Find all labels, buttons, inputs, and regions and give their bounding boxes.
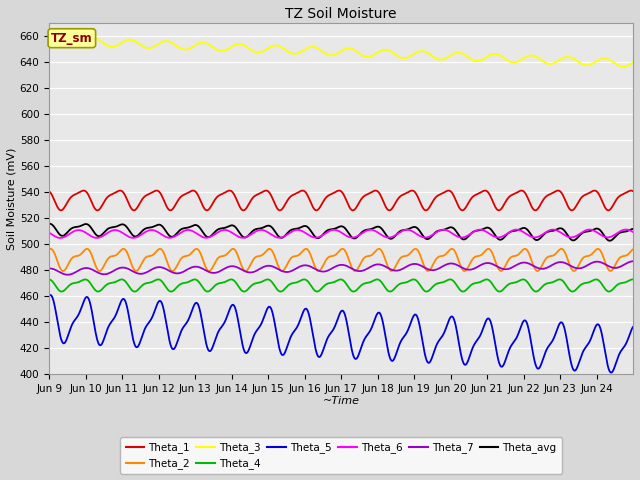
Theta_2 [314,268,321,274]
Line: Theta_3: Theta_3 [49,37,633,67]
Theta_6 [330,227,337,233]
Theta_7 [506,266,513,272]
Line: Theta_6: Theta_6 [49,229,633,238]
Theta_7 [612,265,620,271]
Theta_3 [53,34,61,40]
Theta_7 [64,272,72,277]
Theta_7 [76,267,83,273]
Theta_5 [506,347,513,352]
Theta_avg [330,226,337,232]
Theta_5 [47,292,54,298]
Theta_6 [629,229,637,235]
Theta_3 [45,37,53,43]
Theta_avg [629,226,637,232]
Line: Theta_2: Theta_2 [49,249,633,271]
Theta_7 [612,265,620,271]
Theta_2 [448,246,456,252]
Theta_4 [386,288,394,294]
Theta_3 [506,59,513,64]
Theta_2 [329,253,337,259]
Theta_4 [613,282,621,288]
Theta_4 [330,279,337,285]
Legend: Theta_1, Theta_2, Theta_3, Theta_4, Theta_5, Theta_6, Theta_7, Theta_avg: Theta_1, Theta_2, Theta_3, Theta_4, Thet… [120,437,562,474]
Theta_6 [612,231,620,237]
Theta_avg [45,221,53,227]
Theta_2 [45,246,53,252]
Theta_1 [75,190,83,195]
Theta_6 [506,229,513,235]
Line: Theta_7: Theta_7 [49,261,633,275]
Theta_5 [613,358,621,364]
Theta_5 [45,293,53,299]
Theta_6 [45,230,53,236]
Theta_4 [45,276,53,282]
Line: Theta_avg: Theta_avg [49,224,633,241]
Theta_1 [506,194,513,200]
Theta_5 [629,324,637,330]
Theta_2 [613,259,621,265]
Theta_avg [45,221,53,227]
Theta_7 [330,265,337,271]
Theta_avg [612,232,620,238]
Line: Theta_5: Theta_5 [49,295,633,372]
Theta_7 [45,265,53,271]
Theta_1 [314,207,322,213]
Theta_3 [629,60,637,65]
Theta_1 [45,189,53,194]
Theta_4 [75,279,83,285]
Theta_4 [612,283,620,288]
Theta_2 [388,268,396,274]
Theta_1 [627,188,635,193]
Theta_avg [506,229,513,235]
Theta_4 [314,288,322,294]
Title: TZ Soil Moisture: TZ Soil Moisture [285,7,397,21]
Theta_5 [76,310,83,316]
Theta_5 [612,359,620,365]
Theta_1 [203,207,211,213]
Theta_5 [607,370,615,375]
X-axis label: ~Time: ~Time [323,396,360,406]
Theta_avg [76,224,83,229]
Theta_6 [56,235,64,241]
Y-axis label: Soil Moisture (mV): Soil Moisture (mV) [7,148,17,250]
Theta_6 [314,235,322,240]
Theta_3 [612,61,620,67]
Theta_7 [629,258,637,264]
Theta_2 [629,246,637,252]
Theta_1 [629,189,637,194]
Line: Theta_4: Theta_4 [49,279,633,291]
Text: TZ_sm: TZ_sm [51,32,93,45]
Theta_2 [612,260,620,265]
Theta_1 [612,197,620,203]
Theta_avg [613,232,621,238]
Theta_4 [506,281,513,287]
Theta_7 [314,267,322,273]
Theta_avg [606,238,614,244]
Theta_avg [314,235,322,241]
Theta_6 [76,227,83,233]
Theta_3 [76,42,83,48]
Theta_6 [622,227,630,232]
Line: Theta_1: Theta_1 [49,191,633,210]
Theta_1 [612,197,620,203]
Theta_5 [330,326,337,332]
Theta_4 [264,276,271,282]
Theta_2 [75,252,83,258]
Theta_3 [612,61,620,67]
Theta_4 [629,276,637,282]
Theta_5 [314,353,322,359]
Theta_3 [314,46,322,51]
Theta_3 [620,64,627,70]
Theta_6 [612,231,620,237]
Theta_3 [330,52,337,58]
Theta_2 [506,256,513,262]
Theta_1 [330,190,337,196]
